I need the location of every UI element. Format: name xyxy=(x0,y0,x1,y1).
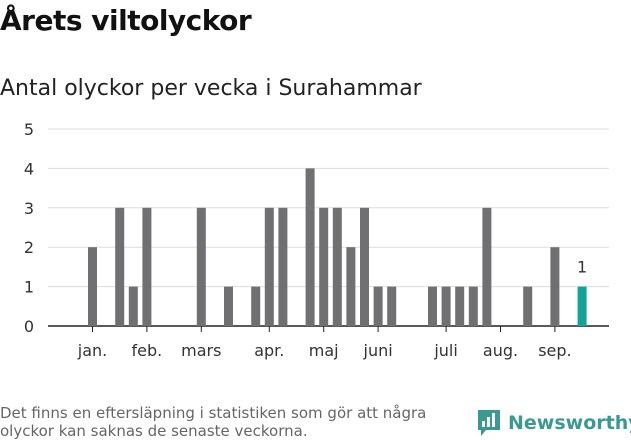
bar xyxy=(128,286,138,326)
bar xyxy=(224,286,233,326)
x-tick-label: juli xyxy=(433,341,457,360)
bar xyxy=(373,286,383,326)
bar xyxy=(346,247,356,326)
bar xyxy=(305,168,315,326)
x-tick-label: maj xyxy=(309,341,339,360)
x-tick-label: jan. xyxy=(77,341,107,360)
bar xyxy=(332,207,342,326)
x-axis-ticks: jan. feb. mars apr. maj juni juli aug. sep. xyxy=(77,326,572,360)
newsworthy-logo[interactable]: Newsworthy xyxy=(476,408,631,438)
y-tick-label: 2 xyxy=(24,238,34,257)
bar xyxy=(550,247,560,326)
bar xyxy=(196,207,206,326)
bar xyxy=(428,286,437,326)
gridlines xyxy=(48,128,609,327)
bar xyxy=(278,207,288,326)
bar xyxy=(142,207,152,326)
x-tick-label: aug. xyxy=(483,341,518,360)
bars xyxy=(88,168,587,326)
bar xyxy=(319,207,329,326)
bar xyxy=(360,207,369,326)
y-tick-label: 4 xyxy=(24,159,34,178)
x-tick-label: feb. xyxy=(132,341,163,360)
x-tick-label: mars xyxy=(181,341,221,360)
bar xyxy=(387,286,397,326)
bar xyxy=(264,207,274,326)
x-tick-label: apr. xyxy=(254,341,284,360)
y-tick-label: 5 xyxy=(24,120,34,139)
y-tick-label: 1 xyxy=(24,278,34,297)
bar xyxy=(251,286,261,326)
chart-subtitle: Antal olyckor per vecka i Surahammar xyxy=(0,76,422,101)
footnote: Det finns en eftersläpning i statistiken… xyxy=(0,404,427,440)
bar xyxy=(455,286,465,326)
highlighted-bar xyxy=(577,286,587,326)
chart-title: Årets viltolyckor xyxy=(0,4,252,37)
y-axis-ticks: 0 1 2 3 4 5 xyxy=(24,120,34,336)
y-tick-label: 0 xyxy=(24,317,34,336)
bar xyxy=(441,286,451,326)
bar xyxy=(523,286,533,326)
bar xyxy=(115,207,125,326)
data-labels: 1 xyxy=(577,258,587,277)
bar xyxy=(88,247,97,326)
highlight-data-label: 1 xyxy=(577,258,587,277)
y-tick-label: 3 xyxy=(24,199,34,218)
brand-name: Newsworthy xyxy=(508,412,631,434)
bar-chart: 0 1 2 3 4 5 jan. feb. mars apr. maj juni juli aug. se… xyxy=(24,120,609,360)
x-tick-label: sep. xyxy=(538,341,571,360)
x-tick-label: juni xyxy=(363,341,393,360)
bar xyxy=(482,207,492,326)
bar-chart-logo-icon xyxy=(478,410,500,436)
bar xyxy=(468,286,478,326)
